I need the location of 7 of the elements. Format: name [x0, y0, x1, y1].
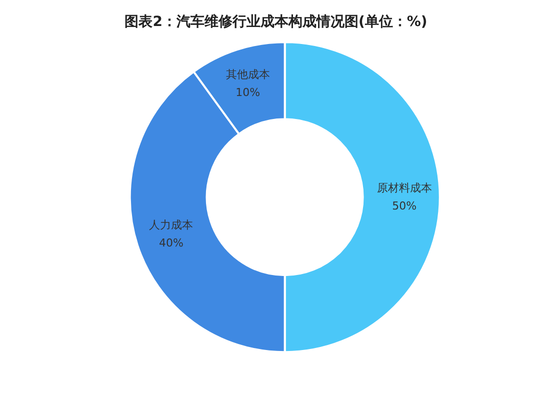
data-label: 50% [392, 200, 417, 213]
data-label: 10% [236, 86, 260, 99]
chart-title: 图表2：汽车维修行业成本构成情况图(单位：%) [124, 13, 428, 30]
slice-label: 其他成本 [226, 68, 270, 81]
slice-label: 人力成本 [149, 218, 194, 232]
slice-label: 原材料成本 [376, 182, 432, 195]
data-label: 40% [158, 236, 184, 250]
